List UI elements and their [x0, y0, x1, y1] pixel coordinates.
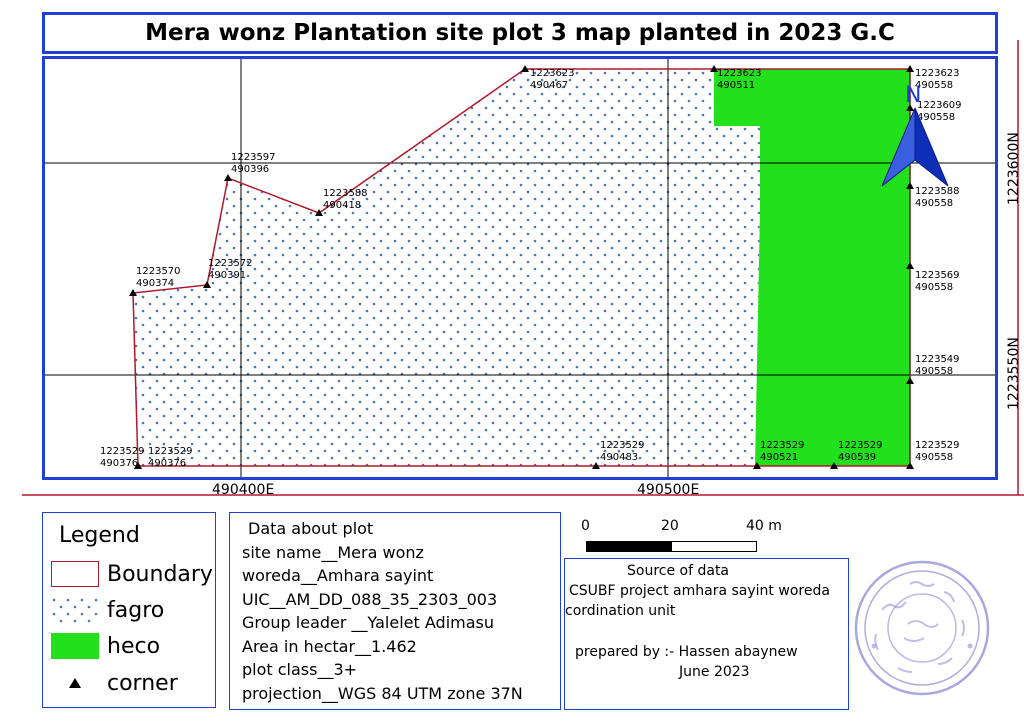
info-woreda: woreda__Amhara sayint	[242, 566, 434, 585]
source-line-1: CSUBF project amhara sayint woreda	[569, 583, 830, 599]
corner-marker-icon	[830, 462, 838, 469]
scale-bar	[586, 541, 757, 552]
corner-northing: 1223529	[915, 440, 960, 451]
corner-easting: 490558	[915, 198, 953, 209]
north-label: N	[905, 83, 921, 108]
corner-northing: 1223529	[760, 440, 805, 451]
scale-label-40: 40 m	[746, 518, 782, 534]
north-arrow-icon: N	[881, 83, 949, 187]
plot-info-box: Data about plot site name__Mera wonz wor…	[229, 512, 561, 710]
heco-swatch	[51, 633, 99, 659]
official-seal-icon	[854, 560, 990, 696]
corner-northing: 1223529	[100, 446, 145, 457]
corner-easting: 490558	[915, 80, 953, 91]
prepared-date: June 2023	[679, 664, 750, 680]
corner-northing: 1223529	[148, 446, 193, 457]
corner-northing: 1223529	[838, 440, 883, 451]
corner-marker-icon	[521, 65, 529, 72]
corner-marker-icon	[906, 262, 914, 269]
corner-northing: 1223549	[915, 354, 960, 365]
corner-northing: 1223623	[530, 68, 575, 79]
corner-marker-icon	[906, 182, 914, 189]
heco-area	[714, 69, 910, 466]
corner-marker-icon	[592, 462, 600, 469]
legend-label-corner: corner	[107, 670, 178, 696]
corner-northing: 1223570	[136, 266, 181, 277]
legend-item-corner: corner	[51, 670, 178, 696]
corner-easting: 490396	[231, 164, 269, 175]
corner-marker-icon	[129, 289, 137, 296]
plot-boundary	[132, 68, 910, 467]
corner-northing: 1223623	[717, 68, 762, 79]
northing-label-1: 1223600N	[1006, 132, 1022, 205]
corner-easting: 490558	[915, 366, 953, 377]
source-heading: Source of data	[627, 563, 730, 579]
corner-northing: 1223569	[915, 270, 960, 281]
corner-northing: 1223623	[915, 68, 960, 79]
legend-label-heco: heco	[107, 633, 161, 659]
fagro-swatch	[51, 597, 99, 623]
corner-northing: 1223588	[915, 186, 960, 197]
corner-marker-icon	[906, 104, 914, 111]
scale-label-0: 0	[581, 518, 590, 534]
prepared-by: prepared by :- Hassen abaynew	[575, 644, 798, 660]
scale-label-20: 20	[661, 518, 679, 534]
info-uic: UIC__AM_DD_088_35_2303_003	[242, 589, 498, 609]
plot-map: 1223529490376122352949037612235704903741…	[22, 40, 1024, 498]
map-title-box: Mera wonz Plantation site plot 3 map pla…	[42, 12, 998, 54]
corner-easting: 490376	[100, 458, 138, 469]
corner-northing: 1223588	[323, 188, 368, 199]
map-title: Mera wonz Plantation site plot 3 map pla…	[145, 20, 895, 46]
easting-label-1: 490400E	[212, 482, 274, 498]
legend-item-heco: heco	[51, 633, 160, 659]
info-plot-class: plot class__3+	[242, 660, 358, 679]
corner-easting: 490539	[838, 452, 876, 463]
legend-title: Legend	[59, 523, 140, 548]
corner-northing: 1223572	[208, 258, 253, 269]
corner-northing: 1223529	[600, 440, 645, 451]
corner-easting: 490521	[760, 452, 798, 463]
corner-marker-icon	[710, 65, 718, 72]
corner-easting: 490558	[917, 112, 955, 123]
legend-item-fagro: fagro	[51, 597, 164, 623]
source-box: Source of data CSUBF project amhara sayi…	[564, 558, 849, 710]
corner-triangle-icon	[51, 670, 99, 696]
corner-markers: 1223529490376122352949037612235704903741…	[100, 65, 962, 469]
legend-label-boundary: Boundary	[107, 561, 213, 587]
legend: Legend Boundary fagro heco corner	[42, 512, 216, 708]
corner-marker-icon	[753, 462, 761, 469]
corner-easting: 490511	[717, 80, 755, 91]
corner-northing: 1223597	[231, 152, 276, 163]
info-projection: projection__WGS 84 UTM zone 37N	[242, 683, 523, 703]
info-site-name: site name__Mera wonz	[242, 542, 424, 562]
corner-marker-icon	[134, 462, 142, 469]
corner-marker-icon	[203, 281, 211, 288]
legend-item-boundary: Boundary	[51, 561, 213, 587]
corner-easting: 490391	[208, 270, 246, 281]
legend-label-fagro: fagro	[107, 597, 165, 623]
corner-marker-icon	[224, 174, 232, 181]
corner-easting: 490376	[148, 458, 186, 469]
boundary-swatch	[51, 561, 99, 587]
corner-marker-icon	[906, 377, 914, 384]
corner-marker-icon	[315, 209, 323, 216]
easting-label-2: 490500E	[637, 482, 699, 498]
info-area: Area in hectar__1.462	[242, 636, 417, 656]
info-heading: Data about plot	[248, 519, 374, 538]
corner-easting: 490558	[915, 282, 953, 293]
corner-easting: 490483	[600, 452, 638, 463]
grid-lines	[44, 58, 996, 478]
fagro-area	[133, 69, 760, 466]
corner-marker-icon	[906, 462, 914, 469]
map-frame	[42, 56, 998, 480]
corner-marker-icon	[906, 65, 914, 72]
corner-easting: 490558	[915, 452, 953, 463]
corner-northing: 1223609	[917, 100, 962, 111]
corner-easting: 490467	[530, 80, 568, 91]
info-group-leader: Group leader __Yalelet Adimasu	[242, 613, 494, 632]
northing-label-2: 1223550N	[1006, 337, 1022, 410]
source-line-2: cordination unit	[565, 603, 676, 619]
corner-easting: 490418	[323, 200, 361, 211]
corner-easting: 490374	[136, 278, 174, 289]
